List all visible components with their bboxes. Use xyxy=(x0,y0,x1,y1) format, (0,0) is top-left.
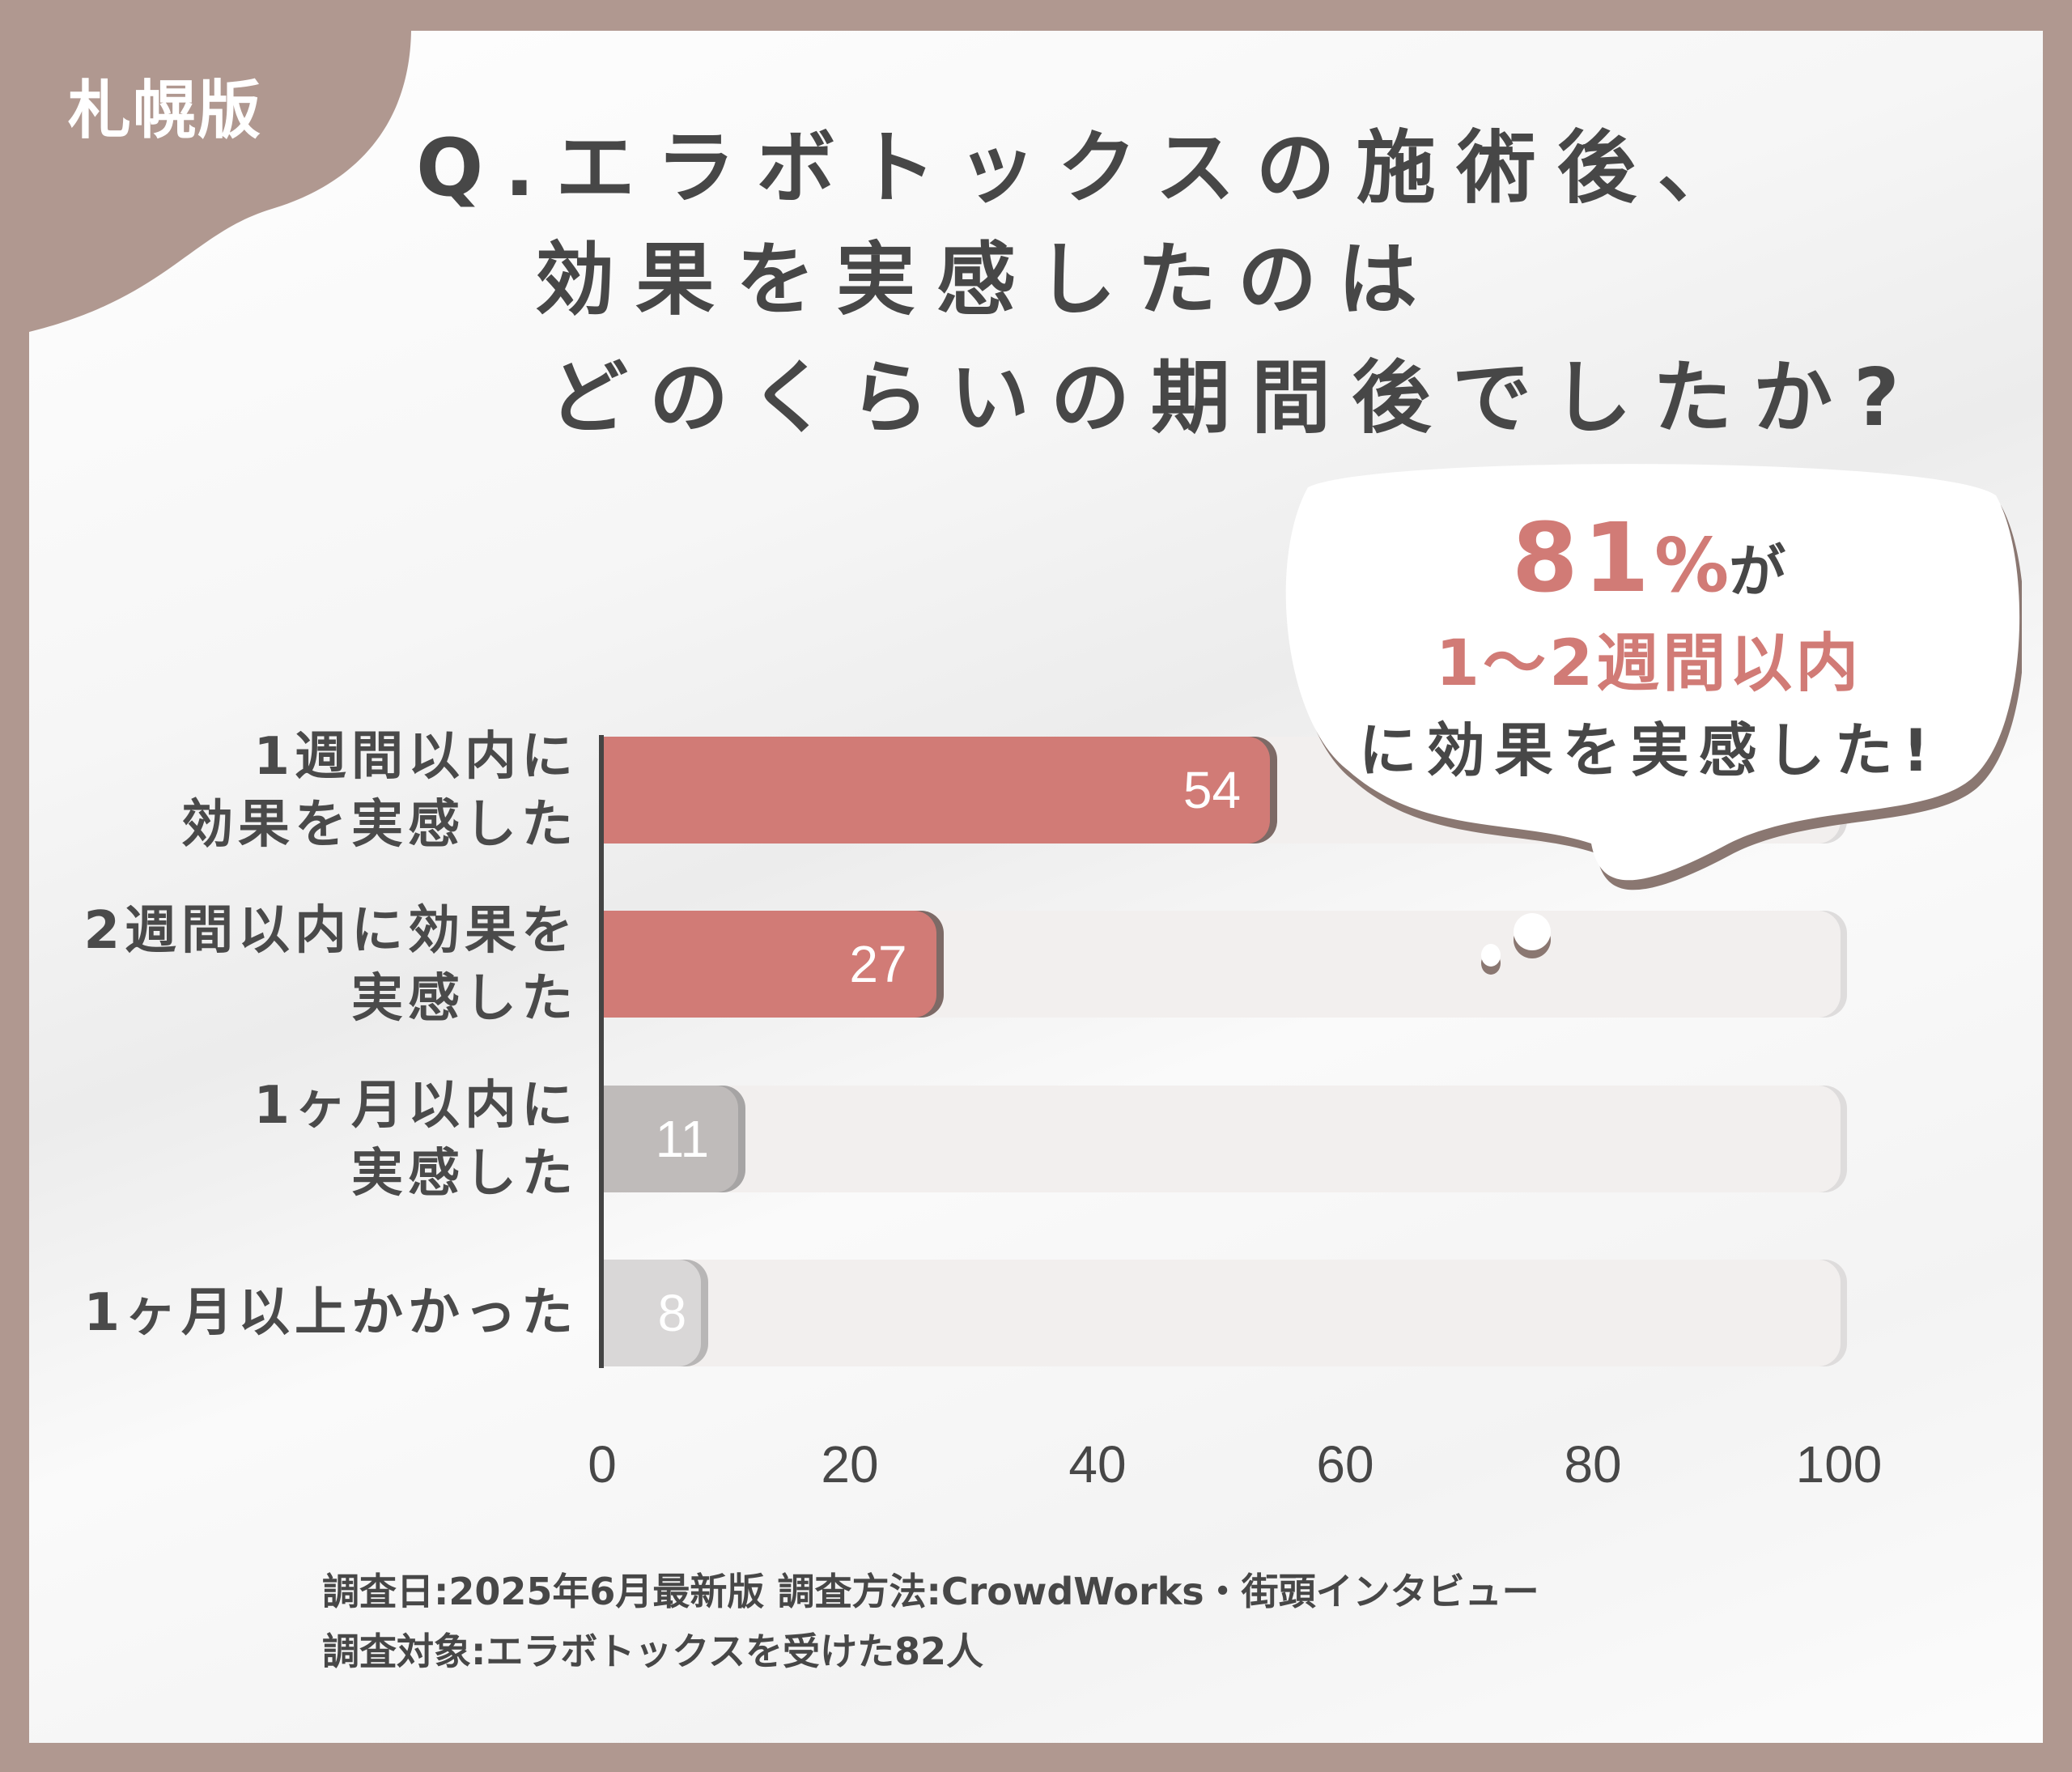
x-tick-0: 0 xyxy=(588,1435,617,1494)
callout-percent: 81%が xyxy=(1276,502,2022,614)
label-line: 1ヶ月以内に xyxy=(253,1076,578,1136)
category-label-3: 1ヶ月以内に 実感した xyxy=(253,1072,578,1208)
label-line: 1ヶ月以上かかった xyxy=(83,1283,578,1343)
percent-unit: % xyxy=(1654,522,1730,609)
callout-bubble: 81%が 1〜2週間以内 に効果を実感した! xyxy=(1276,463,2022,900)
bar-track-4 xyxy=(602,1260,1841,1366)
label-line: 実感した xyxy=(351,1144,578,1204)
label-line: 実感した xyxy=(351,969,578,1029)
bubble-dot-small xyxy=(1481,944,1501,967)
speech-bubble-shape xyxy=(1285,464,2022,890)
bar-value: 8 xyxy=(657,1284,687,1342)
survey-info-line-2: 調査対象:エラボトックスを受けた82人 xyxy=(322,1630,984,1673)
bar-1-month: 11 xyxy=(602,1086,739,1192)
x-tick-40: 40 xyxy=(1068,1435,1127,1494)
bar-value: 54 xyxy=(1182,761,1242,819)
percent-value: 81 xyxy=(1511,502,1655,614)
title-line-1: Q.エラボトックスの施術後、 xyxy=(416,122,1758,215)
percent-particle: が xyxy=(1729,538,1786,605)
bar-value: 27 xyxy=(849,935,907,993)
bar-value: 11 xyxy=(655,1110,710,1168)
corner-decoration xyxy=(29,31,411,332)
x-tick-20: 20 xyxy=(821,1435,879,1494)
label-line: 1週間以内に xyxy=(253,727,578,787)
x-tick-80: 80 xyxy=(1564,1435,1622,1494)
survey-info-line-1: 調査日:2025年6月最新版 調査方法:CrowdWorks・街頭インタビュー xyxy=(322,1570,1539,1613)
category-label-4: 1ヶ月以上かかった xyxy=(83,1279,578,1347)
x-tick-60: 60 xyxy=(1316,1435,1374,1494)
region-badge: 札幌版 xyxy=(68,74,263,147)
bar-over-1-month: 8 xyxy=(602,1260,702,1366)
bubble-dot-large xyxy=(1514,913,1551,950)
category-label-1: 1週間以内に 効果を実感した xyxy=(181,723,578,859)
label-line: 効果を実感した xyxy=(181,795,578,855)
y-axis-line xyxy=(599,735,604,1368)
category-label-2: 2週間以内に効果を 実感した xyxy=(83,897,578,1033)
callout-message: に効果を実感した! xyxy=(1358,716,1939,784)
chart-card xyxy=(29,31,2043,1743)
bar-track-3 xyxy=(602,1086,1841,1192)
bar-2-weeks: 27 xyxy=(602,911,936,1018)
title-line-3: どのくらいの期間後でしたか? xyxy=(549,352,1921,444)
title-line-2: 効果を実感したのは xyxy=(535,234,1439,326)
label-line: 2週間以内に効果を xyxy=(83,901,578,961)
callout-period: 1〜2週間以内 xyxy=(1435,627,1862,700)
x-tick-100: 100 xyxy=(1795,1435,1883,1494)
bar-1-week: 54 xyxy=(602,737,1271,844)
